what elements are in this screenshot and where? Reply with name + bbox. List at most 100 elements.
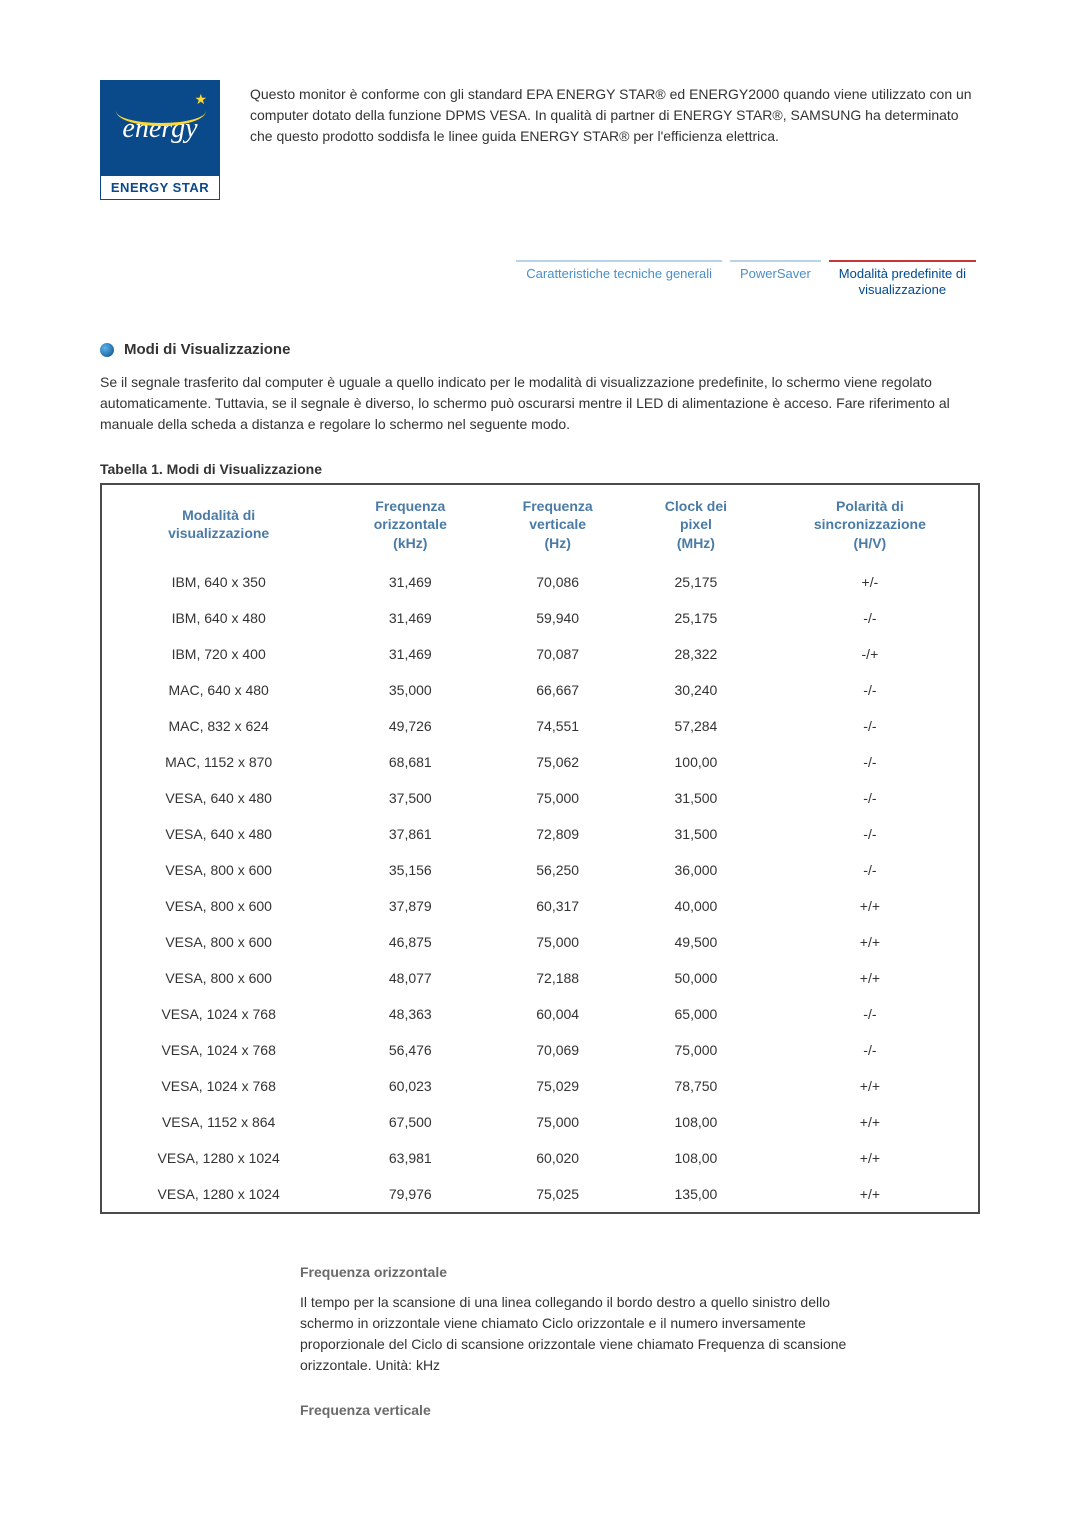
table-cell: 25,175: [630, 600, 762, 636]
table-cell: 65,000: [630, 996, 762, 1032]
table-cell: -/-: [762, 672, 979, 708]
table-cell: 56,250: [485, 852, 630, 888]
table-cell: 30,240: [630, 672, 762, 708]
table-cell: +/+: [762, 888, 979, 924]
table-cell: 37,861: [335, 816, 485, 852]
table-cell: 75,000: [485, 1104, 630, 1140]
table-cell: VESA, 1280 x 1024: [101, 1176, 335, 1213]
table-cell: VESA, 640 x 480: [101, 780, 335, 816]
table-cell: +/+: [762, 1068, 979, 1104]
table-cell: 108,00: [630, 1104, 762, 1140]
table-cell: 70,087: [485, 636, 630, 672]
table-cell: 37,879: [335, 888, 485, 924]
table-cell: MAC, 640 x 480: [101, 672, 335, 708]
table-cell: -/-: [762, 780, 979, 816]
table-row: VESA, 800 x 60048,07772,18850,000+/+: [101, 960, 979, 996]
table-cell: 36,000: [630, 852, 762, 888]
table-cell: -/-: [762, 816, 979, 852]
table-cell: -/+: [762, 636, 979, 672]
table-row: MAC, 832 x 62449,72674,55157,284-/-: [101, 708, 979, 744]
table-header-row: Modalità di visualizzazione Frequenza or…: [101, 484, 979, 564]
table-cell: 59,940: [485, 600, 630, 636]
table-cell: 75,000: [485, 780, 630, 816]
table-row: VESA, 1152 x 86467,50075,000108,00+/+: [101, 1104, 979, 1140]
tab-preset-modes[interactable]: Modalità predefinite di visualizzazione: [825, 260, 980, 301]
table-row: IBM, 640 x 48031,46959,94025,175-/-: [101, 600, 979, 636]
table-cell: 72,809: [485, 816, 630, 852]
table-cell: VESA, 1024 x 768: [101, 1068, 335, 1104]
table-row: VESA, 1024 x 76856,47670,06975,000-/-: [101, 1032, 979, 1068]
table-cell: 66,667: [485, 672, 630, 708]
table-cell: VESA, 800 x 600: [101, 852, 335, 888]
table-cell: +/+: [762, 924, 979, 960]
table-cell: +/+: [762, 1140, 979, 1176]
table-cell: 63,981: [335, 1140, 485, 1176]
tab-powersaver[interactable]: PowerSaver: [726, 260, 825, 301]
table-row: VESA, 800 x 60035,15656,25036,000-/-: [101, 852, 979, 888]
table-cell: +/+: [762, 1176, 979, 1213]
table-cell: 35,156: [335, 852, 485, 888]
table-cell: 46,875: [335, 924, 485, 960]
table-cell: 70,069: [485, 1032, 630, 1068]
table-cell: VESA, 1280 x 1024: [101, 1140, 335, 1176]
hfreq-title: Frequenza orizzontale: [300, 1264, 860, 1280]
vfreq-title: Frequenza verticale: [300, 1402, 860, 1418]
table-cell: 68,681: [335, 744, 485, 780]
energy-star-logo: ★ energy ENERGY STAR: [100, 80, 220, 200]
intro-text: Questo monitor è conforme con gli standa…: [250, 80, 980, 200]
table-cell: IBM, 640 x 350: [101, 564, 335, 600]
table-row: VESA, 800 x 60046,87575,00049,500+/+: [101, 924, 979, 960]
table-cell: 50,000: [630, 960, 762, 996]
table-cell: 70,086: [485, 564, 630, 600]
tab-specs[interactable]: Caratteristiche tecniche generali: [512, 260, 726, 301]
table-cell: 35,000: [335, 672, 485, 708]
section-title: Modi di Visualizzazione: [124, 341, 290, 358]
col-polarity: Polarità di sincronizzazione (H/V): [762, 484, 979, 564]
bullet-icon: [100, 343, 114, 357]
table-cell: 100,00: [630, 744, 762, 780]
tab-bar: Caratteristiche tecniche generali PowerS…: [360, 260, 980, 301]
table-cell: 57,284: [630, 708, 762, 744]
table-cell: 49,500: [630, 924, 762, 960]
table-cell: 31,469: [335, 564, 485, 600]
table-cell: -/-: [762, 996, 979, 1032]
table-row: MAC, 1152 x 87068,68175,062100,00-/-: [101, 744, 979, 780]
table-cell: MAC, 1152 x 870: [101, 744, 335, 780]
table-cell: -/-: [762, 600, 979, 636]
table-cell: IBM, 720 x 400: [101, 636, 335, 672]
table-cell: 79,976: [335, 1176, 485, 1213]
table-cell: -/-: [762, 708, 979, 744]
col-mode: Modalità di visualizzazione: [101, 484, 335, 564]
table-cell: +/+: [762, 960, 979, 996]
table-cell: 72,188: [485, 960, 630, 996]
table-cell: 108,00: [630, 1140, 762, 1176]
table-cell: 67,500: [335, 1104, 485, 1140]
table-cell: 78,750: [630, 1068, 762, 1104]
table-row: VESA, 1280 x 102479,97675,025135,00+/+: [101, 1176, 979, 1213]
table-cell: 75,025: [485, 1176, 630, 1213]
section-header: Modi di Visualizzazione: [100, 341, 980, 358]
col-hfreq: Frequenza orizzontale (kHz): [335, 484, 485, 564]
table-cell: VESA, 800 x 600: [101, 888, 335, 924]
table-row: VESA, 800 x 60037,87960,31740,000+/+: [101, 888, 979, 924]
table-row: IBM, 640 x 35031,46970,08625,175+/-: [101, 564, 979, 600]
table-cell: 48,363: [335, 996, 485, 1032]
swoosh-icon: [116, 96, 206, 126]
table-cell: -/-: [762, 744, 979, 780]
table-cell: 135,00: [630, 1176, 762, 1213]
table-cell: 25,175: [630, 564, 762, 600]
table-cell: VESA, 1152 x 864: [101, 1104, 335, 1140]
star-icon: ★: [194, 91, 207, 108]
table-cell: 49,726: [335, 708, 485, 744]
table-cell: VESA, 1024 x 768: [101, 1032, 335, 1068]
table-cell: 60,317: [485, 888, 630, 924]
table-row: VESA, 1024 x 76848,36360,00465,000-/-: [101, 996, 979, 1032]
table-cell: +/+: [762, 1104, 979, 1140]
hfreq-text: Il tempo per la scansione di una linea c…: [300, 1292, 860, 1376]
table-cell: 40,000: [630, 888, 762, 924]
table-cell: IBM, 640 x 480: [101, 600, 335, 636]
table-row: VESA, 1024 x 76860,02375,02978,750+/+: [101, 1068, 979, 1104]
table-cell: 60,004: [485, 996, 630, 1032]
table-cell: -/-: [762, 1032, 979, 1068]
col-clock: Clock dei pixel (MHz): [630, 484, 762, 564]
